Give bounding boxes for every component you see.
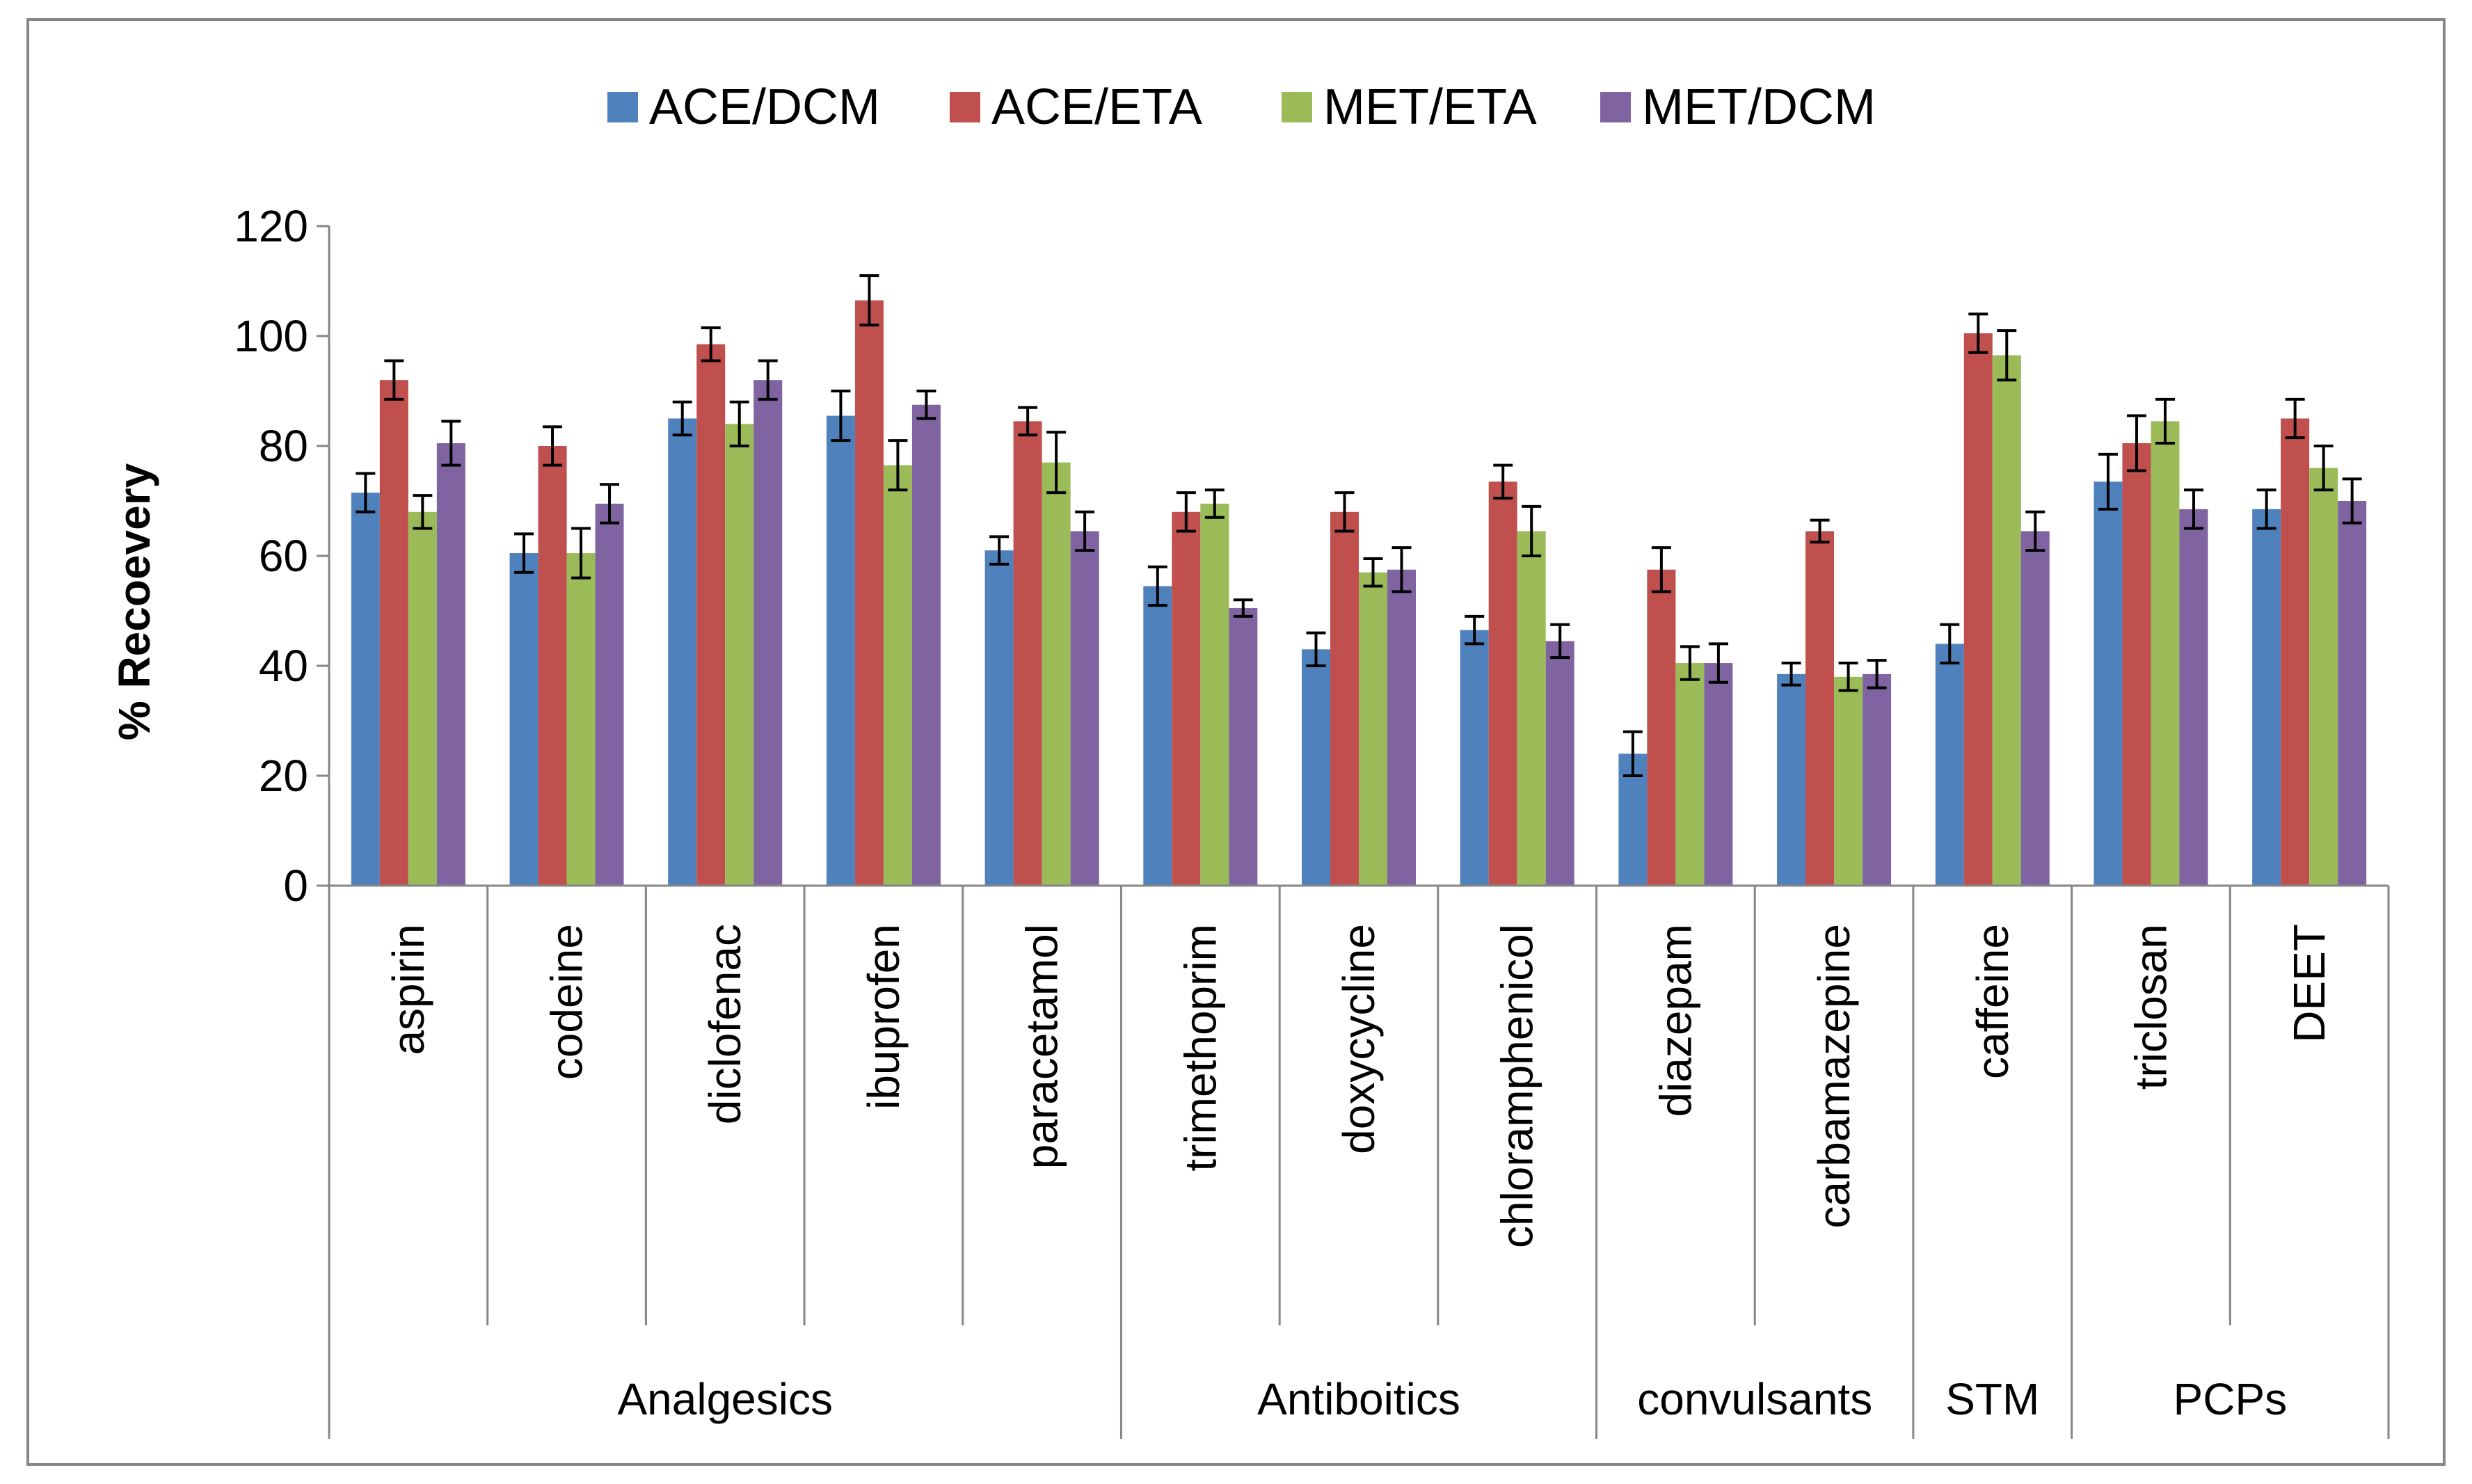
bar	[509, 553, 539, 886]
category-label: caffeine	[1968, 924, 2018, 1079]
bar	[1172, 511, 1201, 886]
legend-swatch	[1282, 92, 1312, 122]
legend-swatch	[607, 92, 638, 122]
x-axis-groups: Analgesics Antiboitics convulsants STM PCPs	[617, 1374, 2287, 1424]
bar	[725, 424, 754, 886]
bar	[1834, 676, 1863, 886]
bar	[826, 415, 855, 886]
bar	[1330, 511, 1359, 886]
bar	[753, 380, 783, 886]
bar	[566, 553, 596, 886]
bar	[2151, 421, 2180, 886]
category-label: paracetamol	[1017, 924, 1067, 1169]
bar	[1777, 673, 1806, 886]
bar	[911, 404, 941, 886]
legend-swatch	[950, 92, 980, 122]
legend-swatch	[1600, 92, 1631, 122]
bar	[1805, 531, 1835, 886]
bar	[668, 418, 697, 886]
y-tick-label: 100	[234, 311, 308, 361]
legend-label: MET/DCM	[1642, 79, 1876, 135]
bar	[1545, 641, 1574, 886]
bar	[408, 511, 437, 886]
bar	[1070, 531, 1099, 886]
y-tick-label: 60	[259, 531, 308, 581]
group-label: Antiboitics	[1257, 1374, 1460, 1424]
category-label: diclofenac	[700, 924, 750, 1124]
bars	[351, 274, 2367, 886]
category-label: DEET	[2284, 924, 2334, 1043]
y-axis-ticks: 0 20 40 60 80 100 120	[234, 201, 329, 911]
y-tick-label: 120	[234, 201, 308, 251]
bar	[854, 300, 884, 886]
bar	[1704, 663, 1733, 886]
legend: ACE/DCM ACE/ETA MET/ETA MET/DCM	[607, 79, 1876, 135]
legend-label: MET/ETA	[1323, 79, 1537, 135]
bar	[1359, 572, 1387, 886]
bar	[2094, 481, 2123, 886]
category-label: chloramphenicol	[1492, 924, 1542, 1248]
bar	[2281, 418, 2310, 886]
bar	[1460, 630, 1489, 886]
bar	[2252, 509, 2281, 886]
bar	[1302, 649, 1330, 886]
category-label: ibuprofen	[859, 924, 909, 1110]
bar	[1863, 673, 1892, 886]
bar	[2338, 501, 2367, 886]
bar	[436, 443, 465, 886]
bar	[379, 380, 408, 886]
bar	[1488, 481, 1517, 886]
bar	[1229, 608, 1258, 886]
group-label: PCPs	[2174, 1374, 2288, 1424]
category-label: carbamazepine	[1809, 924, 1859, 1229]
axes	[328, 226, 2389, 887]
bar	[2020, 531, 2050, 886]
bar	[1647, 569, 1676, 886]
bar	[2179, 509, 2208, 886]
bar	[1517, 531, 1546, 886]
group-label: convulsants	[1637, 1374, 1872, 1424]
legend-label: ACE/DCM	[649, 79, 880, 135]
y-tick-label: 40	[259, 641, 308, 691]
bar	[1992, 355, 2021, 886]
bar	[696, 344, 726, 886]
bar	[1935, 644, 1964, 886]
bar	[1013, 421, 1042, 886]
group-label: Analgesics	[617, 1374, 833, 1424]
y-tick-label: 80	[259, 421, 308, 471]
y-tick-label: 0	[283, 861, 308, 911]
category-label: aspirin	[383, 924, 433, 1055]
category-label: doxycycline	[1334, 924, 1384, 1154]
x-axis-categories: aspirin codeine diclofenac ibuprofen paracet…	[328, 886, 2390, 1439]
bar	[2122, 443, 2151, 886]
bar	[1143, 586, 1172, 886]
bar	[1200, 503, 1229, 886]
bar	[1387, 569, 1416, 886]
category-label: diazepam	[1650, 924, 1700, 1117]
legend-label: ACE/ETA	[991, 79, 1202, 135]
bar	[883, 465, 912, 886]
bar	[984, 550, 1014, 886]
bar	[595, 503, 624, 886]
category-label: trimethoprim	[1175, 924, 1225, 1172]
bar	[2309, 468, 2338, 886]
y-axis-title: % Recoevery	[109, 463, 159, 740]
category-label: triclosan	[2126, 924, 2176, 1090]
category-label: codeine	[542, 924, 592, 1080]
bar	[1963, 333, 1993, 886]
bar	[1042, 462, 1071, 886]
y-tick-label: 20	[259, 751, 308, 801]
bar	[1675, 663, 1705, 886]
group-label: STM	[1945, 1374, 2039, 1424]
bar	[538, 446, 567, 886]
bar	[351, 493, 380, 886]
